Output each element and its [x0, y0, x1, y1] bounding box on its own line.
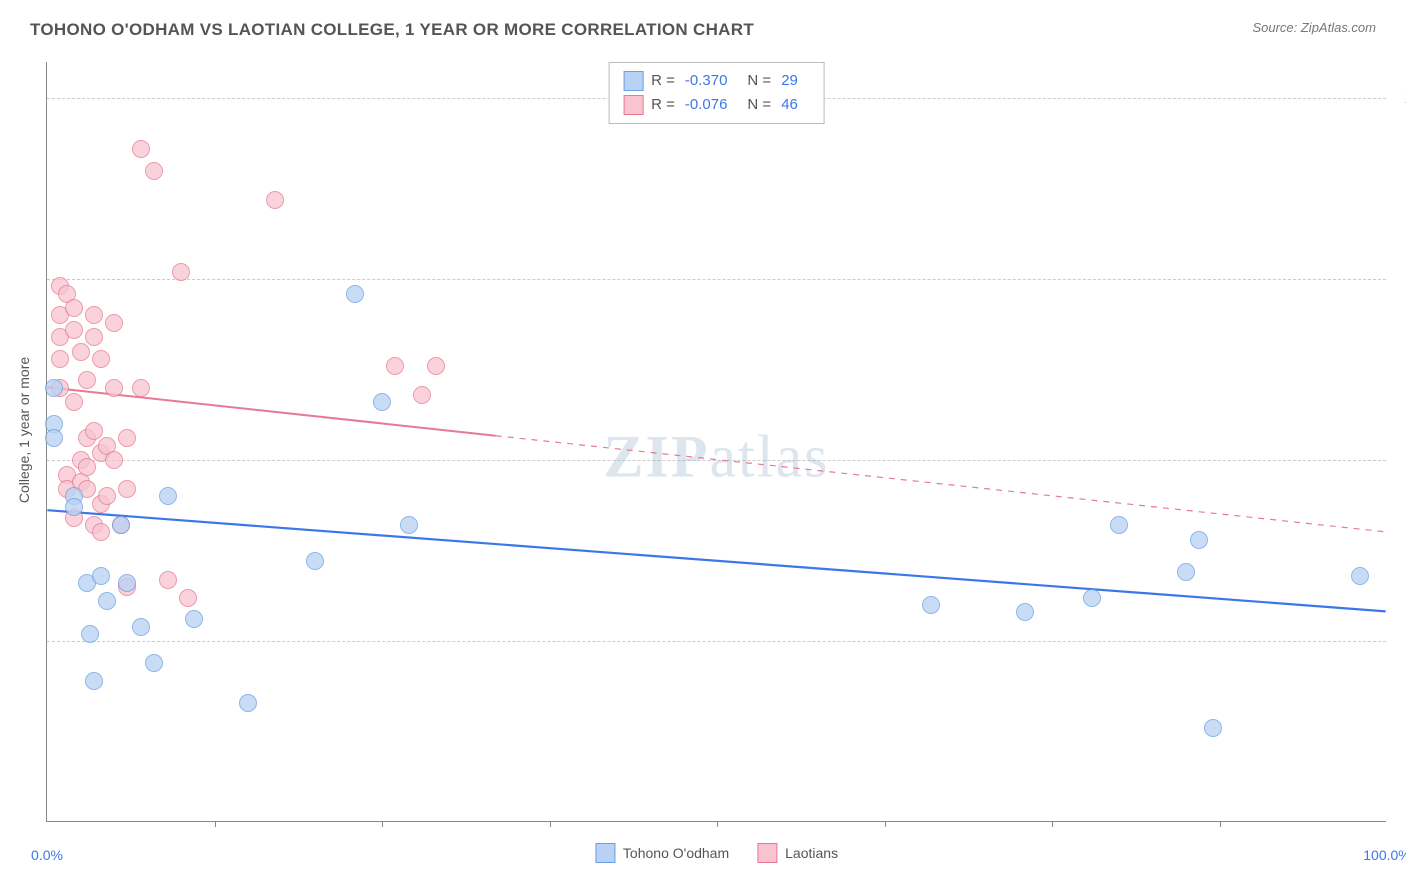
- source-label: Source:: [1252, 20, 1300, 35]
- scatter-point: [78, 458, 96, 476]
- scatter-point: [145, 654, 163, 672]
- regression-line: [47, 510, 1385, 611]
- scatter-point: [85, 672, 103, 690]
- legend-bottom: Tohono O'odham Laotians: [595, 843, 838, 863]
- scatter-point: [65, 299, 83, 317]
- scatter-point: [172, 263, 190, 281]
- scatter-point: [1204, 719, 1222, 737]
- x-tick: [1220, 821, 1221, 827]
- scatter-point: [85, 328, 103, 346]
- swatch-series-1: [623, 71, 643, 91]
- scatter-point: [159, 487, 177, 505]
- scatter-point: [65, 321, 83, 339]
- x-tick: [1052, 821, 1053, 827]
- legend-stats-row-2: R = -0.076 N = 46: [623, 93, 810, 117]
- r-value-2: -0.076: [685, 93, 728, 117]
- scatter-point: [132, 618, 150, 636]
- legend-stats: R = -0.370 N = 29 R = -0.076 N = 46: [608, 62, 825, 124]
- swatch-bottom-2: [757, 843, 777, 863]
- scatter-point: [98, 487, 116, 505]
- scatter-point: [65, 498, 83, 516]
- scatter-point: [65, 393, 83, 411]
- scatter-point: [1190, 531, 1208, 549]
- scatter-point: [105, 379, 123, 397]
- n-value-2: 46: [781, 93, 798, 117]
- scatter-point: [159, 571, 177, 589]
- y-axis-title: College, 1 year or more: [16, 357, 32, 503]
- x-tick-label: 100.0%: [1363, 847, 1406, 863]
- scatter-point: [346, 285, 364, 303]
- scatter-point: [132, 140, 150, 158]
- chart-title: TOHONO O'ODHAM VS LAOTIAN COLLEGE, 1 YEA…: [30, 20, 754, 39]
- legend-label-2: Laotians: [785, 845, 838, 861]
- scatter-point: [400, 516, 418, 534]
- scatter-point: [179, 589, 197, 607]
- scatter-point: [132, 379, 150, 397]
- scatter-chart: ZIPatlas R = -0.370 N = 29 R = -0.076 N …: [46, 62, 1386, 822]
- legend-stats-row-1: R = -0.370 N = 29: [623, 69, 810, 93]
- scatter-point: [922, 596, 940, 614]
- source-attribution: Source: ZipAtlas.com: [1252, 20, 1376, 35]
- scatter-point: [92, 523, 110, 541]
- scatter-point: [118, 429, 136, 447]
- scatter-point: [145, 162, 163, 180]
- legend-label-1: Tohono O'odham: [623, 845, 729, 861]
- scatter-point: [92, 567, 110, 585]
- regression-line-dashed: [496, 436, 1386, 532]
- scatter-point: [45, 379, 63, 397]
- scatter-point: [1016, 603, 1034, 621]
- n-value-1: 29: [781, 69, 798, 93]
- n-label-1: N =: [747, 69, 771, 93]
- scatter-point: [266, 191, 284, 209]
- scatter-point: [1177, 563, 1195, 581]
- swatch-series-2: [623, 95, 643, 115]
- scatter-point: [373, 393, 391, 411]
- swatch-bottom-1: [595, 843, 615, 863]
- scatter-point: [386, 357, 404, 375]
- r-label-2: R =: [651, 93, 675, 117]
- scatter-point: [118, 574, 136, 592]
- r-value-1: -0.370: [685, 69, 728, 93]
- scatter-point: [413, 386, 431, 404]
- scatter-point: [85, 306, 103, 324]
- scatter-point: [105, 451, 123, 469]
- x-tick: [885, 821, 886, 827]
- x-tick: [550, 821, 551, 827]
- scatter-point: [239, 694, 257, 712]
- scatter-point: [72, 343, 90, 361]
- scatter-point: [112, 516, 130, 534]
- scatter-point: [1110, 516, 1128, 534]
- scatter-point: [85, 422, 103, 440]
- x-tick: [382, 821, 383, 827]
- legend-item-2: Laotians: [757, 843, 838, 863]
- x-tick-label: 0.0%: [31, 847, 63, 863]
- n-label-2: N =: [747, 93, 771, 117]
- scatter-point: [306, 552, 324, 570]
- x-tick: [215, 821, 216, 827]
- r-label-1: R =: [651, 69, 675, 93]
- legend-item-1: Tohono O'odham: [595, 843, 729, 863]
- scatter-point: [45, 429, 63, 447]
- scatter-point: [81, 625, 99, 643]
- scatter-point: [1351, 567, 1369, 585]
- scatter-point: [1083, 589, 1101, 607]
- x-tick: [717, 821, 718, 827]
- scatter-point: [185, 610, 203, 628]
- scatter-point: [118, 480, 136, 498]
- scatter-point: [98, 592, 116, 610]
- source-name: ZipAtlas.com: [1301, 20, 1376, 35]
- scatter-point: [92, 350, 110, 368]
- scatter-point: [78, 371, 96, 389]
- scatter-point: [105, 314, 123, 332]
- scatter-point: [51, 350, 69, 368]
- scatter-point: [427, 357, 445, 375]
